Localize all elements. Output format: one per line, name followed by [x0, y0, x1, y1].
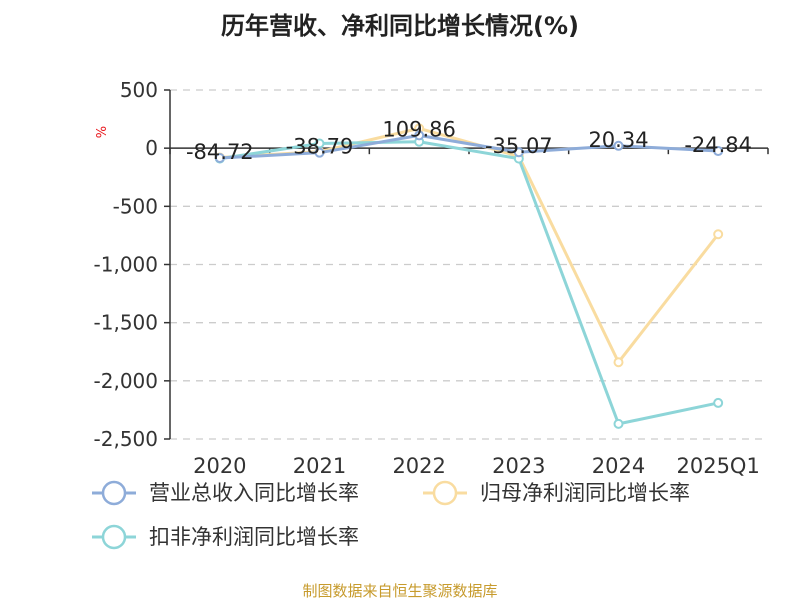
data-label: -24.84: [684, 133, 752, 157]
series-line: [218, 133, 720, 160]
y-axis-unit: %: [95, 126, 110, 138]
data-labels: -84.72 -38.79 109.86 -35.07 20.34 -24.84: [186, 117, 752, 164]
y-tick-label: 500: [120, 78, 158, 102]
axes: 500 0 -500 -1,000 -1,500 -2,000 -2,500 2020 2021…: [94, 78, 769, 478]
data-label: 20.34: [588, 128, 648, 152]
data-point: [613, 418, 624, 429]
data-label: -38.79: [286, 135, 354, 159]
legend-label: 营业总收入同比增长率: [149, 481, 359, 505]
data-point: [613, 357, 624, 368]
y-tick-label: -500: [113, 194, 158, 218]
series-lines: [214, 123, 724, 429]
data-point: [314, 138, 325, 149]
data-point: [314, 147, 325, 158]
data-point: [713, 146, 724, 157]
grid-lines: [170, 89, 768, 440]
series-line: [218, 126, 720, 364]
data-label: -35.07: [485, 134, 553, 158]
x-tick-label: 2023: [492, 454, 545, 478]
source-note: 制图数据来自恒生聚源数据库: [302, 582, 497, 600]
y-tick-label: -2,500: [94, 427, 158, 451]
series-line: [218, 140, 720, 426]
y-tick-label: -1,000: [94, 253, 158, 277]
data-point: [214, 153, 225, 164]
data-point: [713, 397, 724, 408]
data-point: [713, 229, 724, 240]
x-tick-label: 2022: [392, 454, 445, 478]
data-point: [414, 130, 425, 141]
data-point: [613, 140, 624, 151]
x-tick-label: 2021: [293, 454, 346, 478]
data-label: -84.72: [186, 140, 254, 164]
data-point: [513, 147, 524, 158]
legend-swatch-marker: [432, 480, 458, 506]
legend-swatch-marker: [101, 524, 127, 550]
legend-label: 归母净利润同比增长率: [480, 481, 690, 505]
x-tick-label: 2024: [592, 454, 645, 478]
y-tick-label: -2,000: [94, 369, 158, 393]
x-tick-label: 2025Q1: [676, 454, 759, 478]
legend-swatch-marker: [101, 480, 127, 506]
chart-title: 历年营收、净利同比增长情况(%): [221, 12, 579, 40]
y-tick-label: -1,500: [94, 311, 158, 335]
x-tick-label: 2020: [193, 454, 246, 478]
data-label: 109.86: [382, 117, 455, 141]
legend-label: 扣非净利润同比增长率: [149, 525, 359, 549]
y-tick-label: 0: [145, 136, 158, 160]
